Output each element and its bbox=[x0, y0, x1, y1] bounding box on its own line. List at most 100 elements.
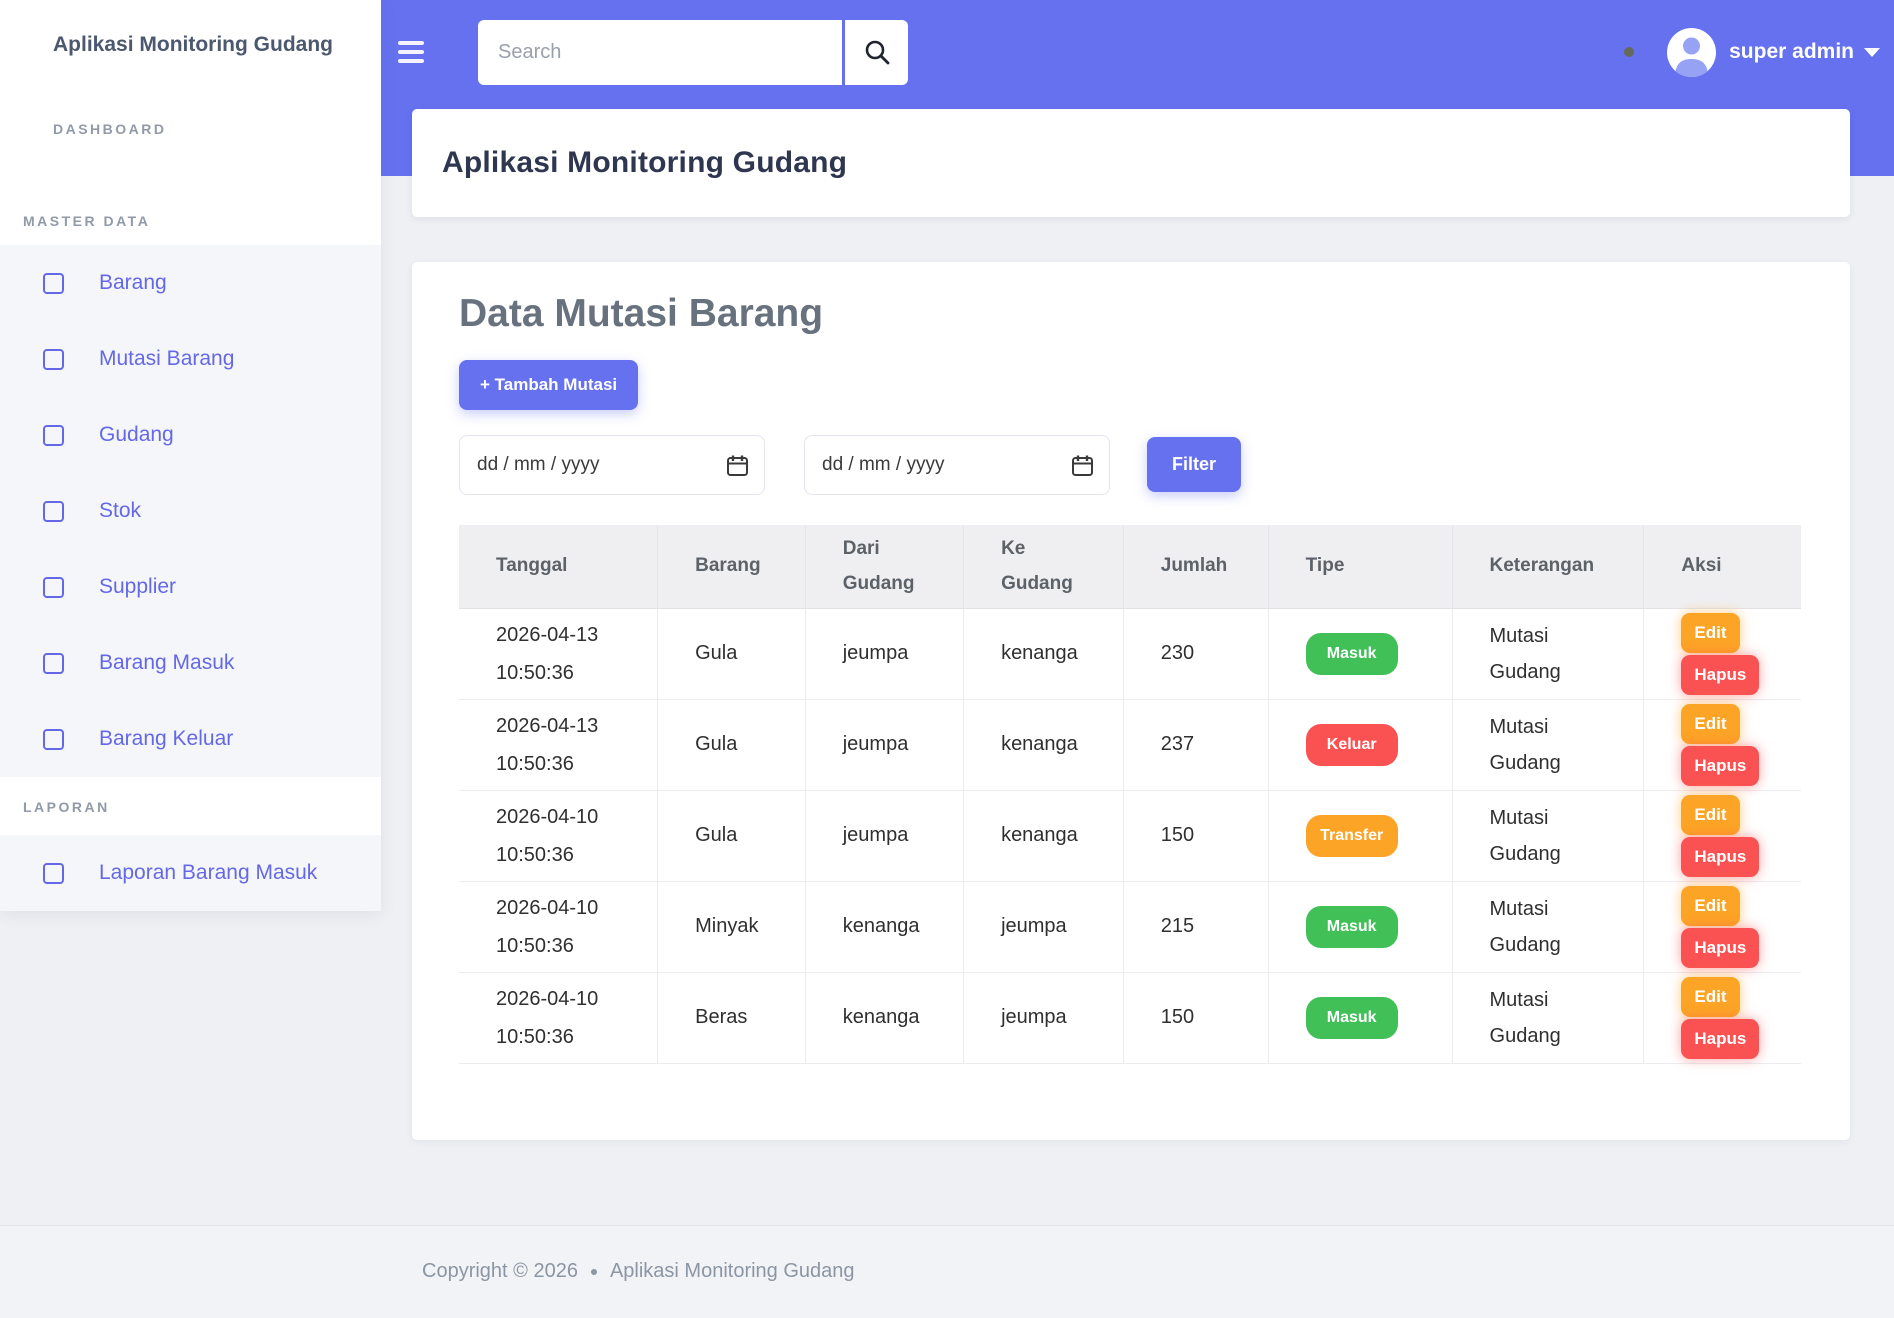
footer-copyright: Copyright © 2026 bbox=[422, 1259, 578, 1282]
hamburger-icon[interactable] bbox=[398, 41, 424, 63]
sidebar-item-laporan-barang-masuk[interactable]: Laporan Barang Masuk bbox=[0, 835, 381, 911]
sidebar-item-barang-masuk[interactable]: Barang Masuk bbox=[0, 625, 381, 701]
magnifier-icon bbox=[865, 40, 889, 65]
person-icon bbox=[1675, 37, 1709, 77]
cell-barang: Beras bbox=[657, 972, 806, 1064]
square-outline-icon bbox=[43, 576, 64, 598]
cell-dari: kenanga bbox=[805, 972, 965, 1064]
cell-tipe: Masuk bbox=[1268, 608, 1453, 700]
table-header-row: Tanggal Barang Dari Gudang Ke Gudang Jum… bbox=[459, 525, 1801, 609]
page-title: Aplikasi Monitoring Gudang bbox=[442, 146, 848, 179]
filter-button[interactable]: Filter bbox=[1147, 437, 1242, 492]
search-input[interactable] bbox=[478, 19, 842, 85]
col-ke-gudang: Ke Gudang bbox=[963, 525, 1124, 609]
cell-keterangan: Mutasi Gudang bbox=[1452, 790, 1645, 882]
sidebar-item-stok[interactable]: Stok bbox=[0, 473, 381, 549]
tipe-badge: Masuk bbox=[1305, 905, 1398, 948]
edit-button[interactable]: Edit bbox=[1681, 794, 1740, 835]
tipe-badge: Transfer bbox=[1305, 814, 1398, 857]
cell-barang: Gula bbox=[657, 699, 806, 791]
square-outline-icon bbox=[43, 500, 64, 522]
user-name[interactable]: super admin bbox=[1729, 40, 1854, 63]
cell-ke: kenanga bbox=[963, 699, 1124, 791]
cell-jumlah: 150 bbox=[1123, 972, 1269, 1064]
table-row: 2026-04-10 10:50:36 Gula jeumpa kenanga 1… bbox=[459, 790, 1801, 882]
cell-barang: Gula bbox=[657, 790, 806, 882]
sidebar-item-supplier[interactable]: Supplier bbox=[0, 549, 381, 625]
bullet-separator-icon bbox=[590, 1268, 597, 1275]
hapus-button[interactable]: Hapus bbox=[1681, 745, 1760, 786]
sidebar-item-barang[interactable]: Barang bbox=[0, 245, 381, 321]
table-row: 2026-04-13 10:50:36 Gula jeumpa kenanga 2… bbox=[459, 608, 1801, 700]
sidebar-group-master-data: Barang Mutasi Barang Gudang Stok Supplie… bbox=[0, 245, 381, 777]
main-area: super admin Aplikasi Monitoring Gudang D… bbox=[381, 0, 1894, 1140]
tipe-badge: Masuk bbox=[1305, 632, 1398, 675]
col-aksi: Aksi bbox=[1643, 525, 1801, 609]
col-dari-gudang: Dari Gudang bbox=[805, 525, 965, 609]
search-button[interactable] bbox=[845, 19, 908, 85]
col-keterangan: Keterangan bbox=[1452, 525, 1645, 609]
mutasi-table-wrap: Tanggal Barang Dari Gudang Ke Gudang Jum… bbox=[459, 525, 1801, 1064]
tipe-badge: Keluar bbox=[1305, 723, 1398, 766]
cell-dari: jeumpa bbox=[805, 699, 965, 791]
col-tanggal: Tanggal bbox=[459, 525, 659, 609]
cell-aksi: Edit Hapus bbox=[1643, 790, 1801, 882]
cell-aksi: Edit Hapus bbox=[1643, 972, 1801, 1064]
cell-jumlah: 150 bbox=[1123, 790, 1269, 882]
cell-keterangan: Mutasi Gudang bbox=[1452, 972, 1645, 1064]
edit-button[interactable]: Edit bbox=[1681, 703, 1740, 744]
user-avatar[interactable] bbox=[1667, 27, 1717, 77]
cell-jumlah: 215 bbox=[1123, 881, 1269, 973]
hapus-button[interactable]: Hapus bbox=[1681, 1018, 1760, 1059]
square-outline-icon bbox=[43, 348, 64, 370]
square-outline-icon bbox=[43, 652, 64, 674]
cell-dari: jeumpa bbox=[805, 790, 965, 882]
sidebar: Aplikasi Monitoring Gudang DASHBOARD MAS… bbox=[0, 0, 381, 911]
sidebar-item-barang-keluar[interactable]: Barang Keluar bbox=[0, 701, 381, 777]
date-from-input[interactable] bbox=[459, 435, 765, 495]
cell-tanggal: 2026-04-13 10:50:36 bbox=[459, 699, 659, 791]
hapus-button[interactable]: Hapus bbox=[1681, 836, 1760, 877]
edit-button[interactable]: Edit bbox=[1681, 976, 1740, 1017]
cell-tipe: Masuk bbox=[1268, 881, 1453, 973]
cell-tanggal: 2026-04-10 10:50:36 bbox=[459, 881, 659, 973]
hapus-button[interactable]: Hapus bbox=[1681, 654, 1760, 695]
cell-tipe: Transfer bbox=[1268, 790, 1453, 882]
cell-ke: kenanga bbox=[963, 608, 1124, 700]
cell-tipe: Masuk bbox=[1268, 972, 1453, 1064]
edit-button[interactable]: Edit bbox=[1681, 885, 1740, 926]
cell-jumlah: 237 bbox=[1123, 699, 1269, 791]
footer: Copyright © 2026 Aplikasi Monitoring Gud… bbox=[0, 1224, 1894, 1318]
footer-app-name: Aplikasi Monitoring Gudang bbox=[609, 1259, 855, 1282]
cell-barang: Gula bbox=[657, 608, 806, 700]
date-to-input[interactable] bbox=[804, 435, 1110, 495]
date-to-field bbox=[804, 435, 1110, 495]
cell-dari: kenanga bbox=[805, 881, 965, 973]
calendar-icon bbox=[727, 455, 748, 476]
cell-jumlah: 230 bbox=[1123, 608, 1269, 700]
edit-button[interactable]: Edit bbox=[1681, 612, 1740, 653]
cell-ke: kenanga bbox=[963, 790, 1124, 882]
add-mutasi-button[interactable]: + Tambah Mutasi bbox=[459, 360, 639, 410]
square-outline-icon bbox=[43, 272, 64, 294]
cell-tanggal: 2026-04-10 10:50:36 bbox=[459, 790, 659, 882]
cell-aksi: Edit Hapus bbox=[1643, 881, 1801, 973]
caret-down-icon[interactable] bbox=[1864, 47, 1880, 57]
sidebar-item-gudang[interactable]: Gudang bbox=[0, 397, 381, 473]
filter-row: Filter bbox=[459, 435, 1801, 495]
hapus-button[interactable]: Hapus bbox=[1681, 927, 1760, 968]
square-outline-icon bbox=[43, 424, 64, 446]
square-outline-icon bbox=[43, 728, 64, 750]
search-group bbox=[478, 19, 908, 85]
cell-ke: jeumpa bbox=[963, 881, 1124, 973]
cell-barang: Minyak bbox=[657, 881, 806, 973]
card-title: Data Mutasi Barang bbox=[459, 292, 824, 335]
mutasi-table: Tanggal Barang Dari Gudang Ke Gudang Jum… bbox=[459, 525, 1801, 1064]
cell-aksi: Edit Hapus bbox=[1643, 608, 1801, 700]
square-outline-icon bbox=[43, 862, 64, 884]
col-jumlah: Jumlah bbox=[1123, 525, 1269, 609]
sidebar-item-dashboard[interactable]: DASHBOARD bbox=[53, 121, 167, 137]
date-from-field bbox=[459, 435, 765, 495]
sidebar-item-mutasi-barang[interactable]: Mutasi Barang bbox=[0, 321, 381, 397]
table-row: 2026-04-10 10:50:36 Beras kenanga jeumpa … bbox=[459, 972, 1801, 1064]
